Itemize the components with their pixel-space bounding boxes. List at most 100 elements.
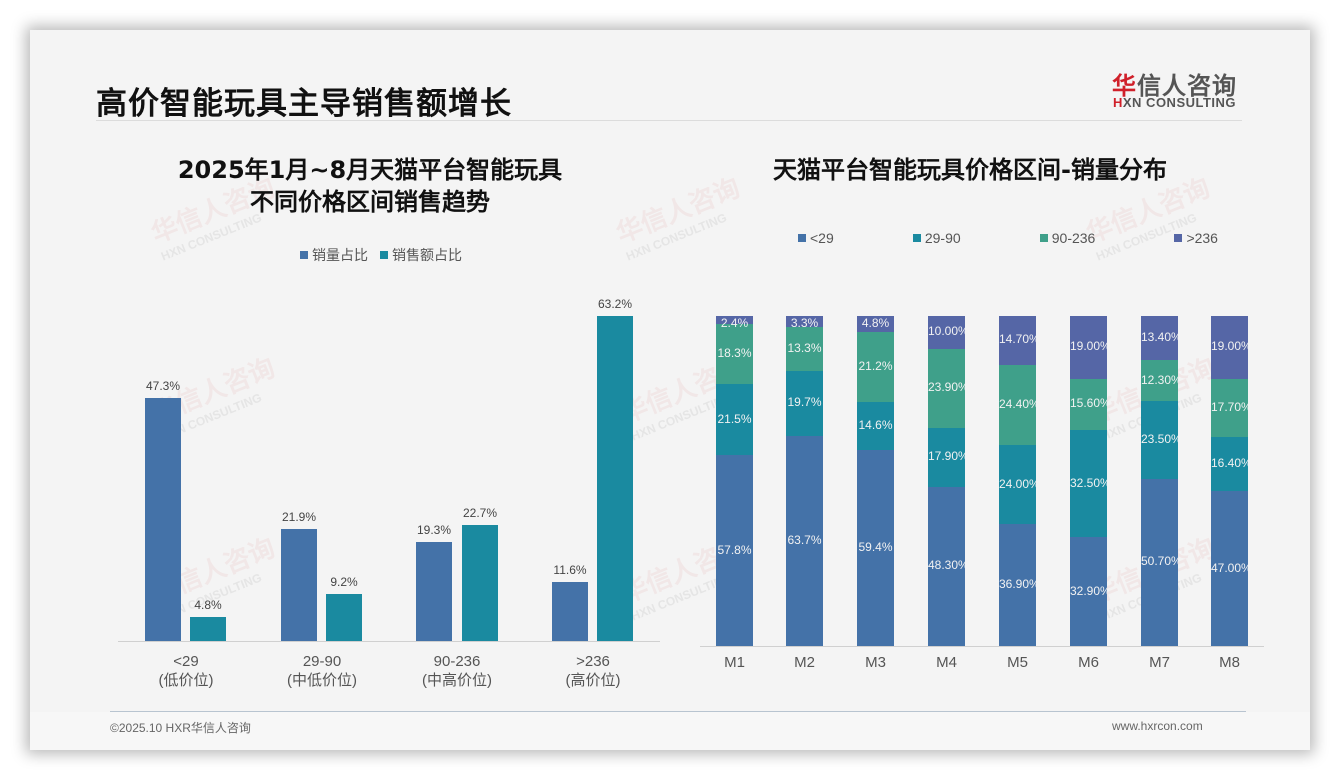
bar-volume	[145, 398, 181, 641]
bar-sales	[597, 316, 633, 641]
bar-segment: 32.90%	[1070, 537, 1107, 646]
bar-segment: 4.8%	[857, 316, 894, 332]
footer-band	[30, 712, 1310, 750]
segment-value-label: 12.30%	[1141, 372, 1178, 387]
segment-value-label: 19.00%	[1211, 339, 1248, 354]
segment-value-label: 4.8%	[861, 316, 890, 331]
stacked-bar-m8: 47.00% 16.40% 17.70% 19.00%	[1211, 316, 1248, 646]
bar-segment: 24.00%	[999, 445, 1036, 525]
segment-value-label: 57.8%	[717, 542, 752, 557]
bar-value-label: 63.2%	[597, 297, 633, 311]
bar-segment: 18.3%	[716, 323, 753, 385]
segment-value-label: 36.90%	[999, 577, 1036, 592]
category-label: 90-236 (中高价位)	[422, 653, 492, 689]
stacked-bar-m2: 63.7% 19.7% 13.3% 3.3%	[786, 316, 823, 646]
category-label: 29-90 (中低价位)	[287, 653, 357, 689]
month-label: M1	[724, 654, 745, 671]
bar-segment: 19.00%	[1211, 316, 1248, 379]
bar-segment: 2.4%	[716, 316, 753, 330]
month-label: M8	[1219, 654, 1240, 671]
month-label: M6	[1078, 654, 1099, 671]
x-axis-line	[118, 641, 660, 642]
stacked-bar-m5: 36.90% 24.00% 24.40% 14.70%	[999, 316, 1036, 646]
page-title: 高价智能玩具主导销售额增长	[96, 86, 512, 122]
bar-segment: 21.5%	[716, 384, 753, 456]
segment-value-label: 19.7%	[787, 395, 822, 410]
segment-value-label: 32.90%	[1070, 583, 1107, 598]
bar-segment: 21.2%	[857, 331, 894, 402]
legend-item-gt236: >236	[1174, 230, 1218, 246]
category-label: >236 (高价位)	[565, 653, 621, 689]
segment-value-label: 59.4%	[858, 539, 893, 554]
legend-swatch-icon	[380, 251, 388, 259]
bar-segment: 23.50%	[1141, 400, 1178, 479]
segment-value-label: 14.6%	[858, 417, 893, 432]
bar-segment: 14.70%	[999, 316, 1036, 365]
logo-subtitle: HXN CONSULTING	[1113, 95, 1237, 110]
legend-item-90-236: 90-236	[1039, 230, 1095, 246]
segment-value-label: 19.00%	[1070, 339, 1107, 354]
bar-segment: 14.6%	[857, 401, 894, 450]
month-label: M3	[865, 654, 886, 671]
legend-swatch-icon	[1039, 234, 1048, 242]
segment-value-label: 10.00%	[928, 324, 965, 339]
footer-divider	[110, 711, 1246, 712]
stacked-bar-m6: 32.90% 32.50% 15.60% 19.00%	[1070, 316, 1107, 646]
bar-volume	[552, 582, 588, 641]
title-divider	[96, 120, 1242, 121]
right-chart-title: 天猫平台智能玩具价格区间-销量分布	[773, 156, 1167, 184]
legend-swatch-icon	[912, 234, 921, 242]
bar-segment: 47.00%	[1211, 491, 1248, 646]
stacked-bar-m3: 59.4% 14.6% 21.2% 4.8%	[857, 316, 894, 646]
segment-value-label: 21.5%	[717, 411, 752, 426]
segment-value-label: 14.70%	[999, 332, 1036, 347]
segment-value-label: 15.60%	[1070, 396, 1107, 411]
bar-segment: 59.4%	[857, 449, 894, 646]
legend-swatch-icon	[300, 251, 308, 259]
stacked-bar-m1: 57.8% 21.5% 18.3% 2.4%	[716, 316, 753, 646]
segment-value-label: 2.4%	[720, 316, 749, 331]
segment-value-label: 63.7%	[787, 532, 822, 547]
legend-item-29-90: 29-90	[912, 230, 961, 246]
bar-segment: 13.40%	[1141, 316, 1178, 361]
segment-value-label: 21.2%	[858, 358, 893, 373]
segment-value-label: 13.3%	[787, 340, 822, 355]
segment-value-label: 3.3%	[790, 316, 819, 331]
segment-value-label: 48.30%	[928, 558, 965, 573]
bar-value-label: 47.3%	[145, 379, 181, 393]
bar-value-label: 4.8%	[194, 598, 222, 612]
segment-value-label: 23.50%	[1141, 431, 1178, 446]
bar-segment: 36.90%	[999, 524, 1036, 646]
legend-swatch-icon	[798, 234, 806, 242]
segment-value-label: 17.70%	[1211, 399, 1248, 414]
legend-swatch-icon	[1174, 234, 1183, 242]
bar-value-label: 22.7%	[462, 506, 498, 520]
footer-website: www.hxrcon.com	[1112, 719, 1203, 733]
left-chart-legend: 销量占比 销售额占比	[300, 245, 462, 265]
bar-segment: 16.40%	[1211, 437, 1248, 492]
month-label: M4	[936, 654, 957, 671]
bar-sales	[326, 594, 362, 641]
footer-copyright: ©2025.10 HXR华信人咨询	[110, 721, 251, 735]
segment-value-label: 18.3%	[717, 346, 752, 361]
bar-sales	[190, 617, 226, 641]
segment-value-label: 32.50%	[1070, 475, 1107, 490]
bar-segment: 3.3%	[786, 316, 823, 331]
segment-value-label: 17.90%	[928, 449, 965, 464]
month-label: M7	[1149, 654, 1170, 671]
stacked-bar-m4: 48.30% 17.90% 23.90% 10.00%	[928, 316, 965, 646]
segment-value-label: 23.90%	[928, 380, 965, 395]
bar-segment: 15.60%	[1070, 378, 1107, 431]
bar-value-label: 19.3%	[416, 523, 452, 537]
bar-segment: 24.40%	[999, 364, 1036, 446]
bar-volume	[281, 529, 317, 641]
segment-value-label: 24.00%	[999, 476, 1036, 491]
bar-segment: 50.70%	[1141, 478, 1178, 646]
bar-segment: 63.7%	[786, 435, 823, 646]
category-label: <29 (低价位)	[158, 653, 214, 689]
bar-sales	[462, 525, 498, 641]
month-label: M2	[794, 654, 815, 671]
x-axis-line	[700, 646, 1264, 647]
bar-value-label: 21.9%	[281, 510, 317, 524]
bar-segment: 48.30%	[928, 486, 965, 646]
